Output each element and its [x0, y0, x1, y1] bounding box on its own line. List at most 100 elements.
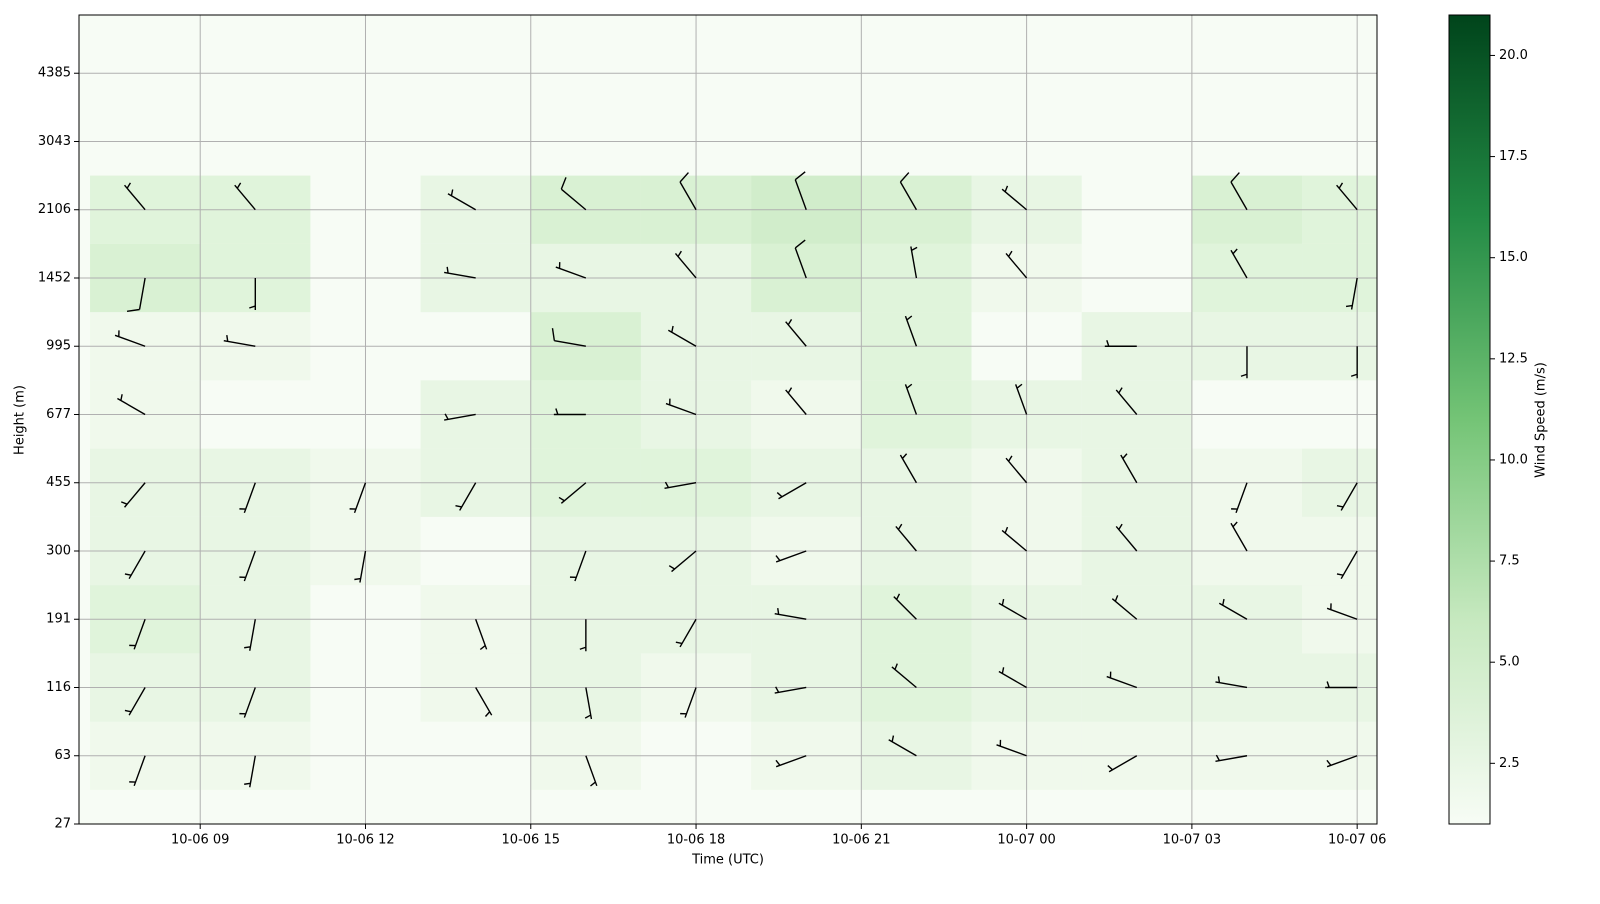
y-tick-label: 3043 [38, 134, 71, 149]
wind-barb [1215, 676, 1248, 689]
wind-barb [239, 482, 256, 514]
x-tick-label: 10-06 15 [502, 833, 560, 848]
wind-barb [904, 383, 918, 415]
wind-barb [891, 663, 917, 689]
wind-barb [447, 189, 477, 211]
wind-barb [585, 755, 598, 787]
colorbar-tick-label: 12.5 [1499, 351, 1528, 366]
wind-barb [475, 687, 493, 717]
wind-barb [667, 325, 697, 347]
y-tick-label: 191 [46, 612, 71, 627]
colorbar-tick-label: 7.5 [1499, 554, 1520, 569]
wind-barb [558, 482, 587, 504]
wind-barb [668, 550, 697, 573]
wind-barb [223, 335, 256, 347]
wind-barb [129, 619, 146, 650]
wind-barb [1326, 603, 1358, 620]
wind-barb [1345, 277, 1358, 310]
wind-barb [679, 172, 697, 211]
wind-barb [1107, 755, 1138, 773]
wind-barb [1001, 185, 1028, 211]
wind-barb [910, 246, 918, 279]
wind-barb [1336, 182, 1358, 211]
wind-barb [1115, 387, 1138, 415]
wind-barb [996, 739, 1027, 757]
wind-barb [124, 687, 146, 716]
wind-barb [776, 482, 807, 500]
x-tick-label: 10-06 12 [336, 833, 394, 848]
wind-barb [1106, 671, 1138, 689]
wind-barb [560, 177, 587, 211]
wind-barb [117, 394, 146, 416]
wind-barb [794, 239, 807, 279]
wind-barb [1218, 598, 1248, 620]
wind-barb [1005, 455, 1028, 484]
wind-barb [899, 172, 918, 211]
wind-barb [1120, 453, 1138, 484]
wind-barb [120, 482, 146, 508]
wind-barb [551, 328, 586, 347]
wind-barb [998, 667, 1027, 689]
wind-barb [899, 453, 918, 484]
wind-barb [680, 687, 697, 718]
y-tick-label: 1452 [38, 270, 71, 285]
colorbar-tick-label: 5.0 [1499, 655, 1520, 670]
y-tick-label: 995 [46, 339, 71, 354]
barbs [114, 171, 1358, 788]
wind-barb [675, 618, 697, 648]
wind-barb [475, 619, 488, 651]
colorbar-tick-label: 15.0 [1499, 250, 1528, 265]
wind-barb [444, 266, 476, 279]
colorbar [1449, 15, 1490, 824]
wind-barb [1326, 755, 1358, 768]
wind-barb [1325, 681, 1358, 689]
wind-barb [774, 686, 807, 694]
colorbar-label: Wind Speed (m/s) [1534, 362, 1549, 478]
wind-barb [555, 262, 587, 279]
x-tick-label: 10-06 21 [832, 833, 890, 848]
wind-barb [553, 408, 586, 416]
wind-barb [665, 398, 697, 416]
wind-barb [1230, 521, 1248, 552]
wind-barb [775, 755, 807, 768]
wind-barb [1215, 754, 1248, 762]
wind-barb [239, 687, 256, 718]
wind-barb [1230, 248, 1248, 279]
wind-barb [1115, 523, 1138, 552]
wind-barb [1005, 250, 1028, 279]
colorbar-tick-label: 2.5 [1499, 756, 1520, 771]
wind-barb [1104, 340, 1137, 347]
wind-barb [775, 550, 807, 563]
wind-barb [249, 277, 256, 310]
wind-barb [674, 250, 697, 279]
wind-barb [129, 755, 146, 787]
x-axis-label: Time (UTC) [691, 853, 764, 868]
wind-barb [234, 182, 256, 211]
wind-barb [998, 598, 1027, 620]
x-tick-label: 10-07 06 [1328, 833, 1386, 848]
colorbar-gradient [1449, 15, 1490, 824]
wind-barb [239, 550, 256, 582]
wind-barb [124, 550, 146, 580]
wind-barb [794, 171, 807, 210]
wind-barb [455, 482, 477, 511]
wind-barb [354, 550, 367, 583]
wind-barb [244, 619, 256, 651]
colorbar-tick-label: 17.5 [1499, 149, 1528, 164]
wind-barb [579, 619, 587, 652]
y-tick-label: 300 [46, 543, 71, 558]
wind-barb [1336, 550, 1358, 580]
colorbar-frame [1448, 14, 1491, 825]
colorbar-tick-label: 20.0 [1499, 48, 1528, 63]
wind-barb [785, 387, 807, 415]
x-tick-label: 10-07 03 [1163, 833, 1221, 848]
wind-barb [1350, 346, 1358, 379]
wind-barb [1015, 383, 1028, 415]
colorbar-tick-label: 10.0 [1499, 452, 1528, 467]
wind-barb [244, 755, 256, 788]
y-tick-label: 4385 [38, 66, 71, 81]
wind-barb [1240, 346, 1248, 379]
wind-barb [584, 687, 593, 720]
x-tick-label: 10-06 18 [667, 833, 725, 848]
plot-frame [78, 14, 1378, 825]
